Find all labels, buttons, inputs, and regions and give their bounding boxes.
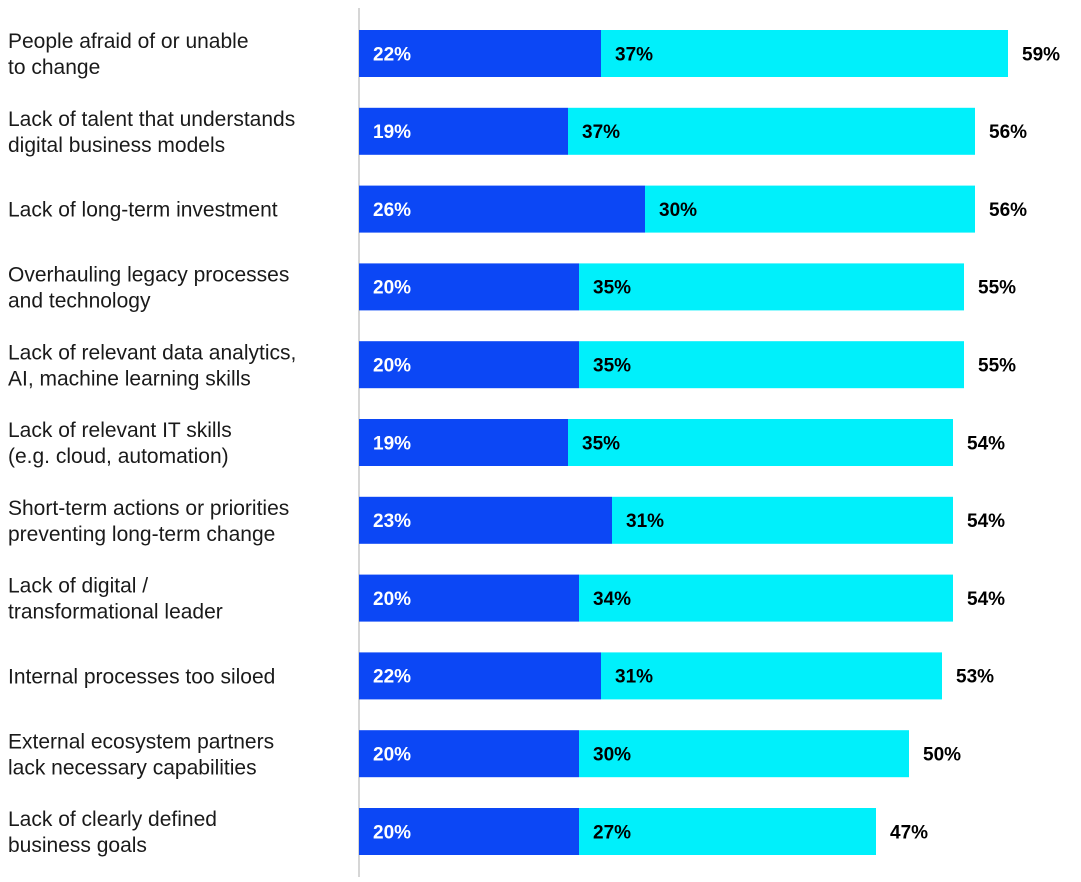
bar-segment-series-1	[359, 419, 568, 466]
segment-value-label-series-1: 20%	[373, 278, 411, 299]
category-label: and technology	[8, 289, 151, 312]
bar-segment-series-2	[579, 730, 909, 778]
segment-value-label-series-1: 22%	[373, 667, 411, 688]
total-value-label: 56%	[989, 200, 1027, 221]
category-label: Lack of talent that understands	[8, 108, 295, 131]
segment-value-label-series-1: 20%	[373, 589, 411, 610]
total-value-label: 53%	[956, 667, 994, 688]
bar-segment-series-1	[359, 341, 579, 389]
bar-segment-series-1	[359, 574, 579, 622]
bar-segment-series-2	[579, 574, 953, 622]
bar-segment-series-1	[359, 263, 579, 311]
category-label: digital business models	[8, 134, 225, 157]
category-label: Lack of relevant data analytics,	[8, 341, 296, 364]
bar-segment-series-1	[359, 652, 601, 700]
category-label: Lack of clearly defined	[8, 808, 217, 831]
category-label: Overhauling legacy processes	[8, 263, 289, 286]
total-value-label: 50%	[923, 745, 961, 766]
category-label: lack necessary capabilities	[8, 756, 257, 779]
bar-segment-series-2	[579, 341, 964, 389]
bar-segment-series-1	[359, 808, 579, 855]
category-label: Lack of long-term investment	[8, 199, 278, 222]
total-value-label: 55%	[978, 278, 1016, 299]
segment-value-label-series-1: 23%	[373, 511, 411, 532]
segment-value-label-series-1: 22%	[373, 44, 411, 65]
segment-value-label-series-2: 31%	[615, 667, 653, 688]
segment-value-label-series-1: 26%	[373, 200, 411, 221]
segment-value-label-series-2: 30%	[659, 200, 697, 221]
segment-value-label-series-2: 35%	[593, 278, 631, 299]
bar-segment-series-1	[359, 30, 601, 77]
segment-value-label-series-2: 34%	[593, 589, 631, 610]
category-label: (e.g. cloud, automation)	[8, 445, 229, 468]
category-label: to change	[8, 56, 100, 79]
segment-value-label-series-1: 20%	[373, 745, 411, 766]
bar-segment-series-1	[359, 730, 579, 778]
segment-value-label-series-1: 19%	[373, 433, 411, 454]
category-label: Short-term actions or priorities	[8, 497, 289, 520]
segment-value-label-series-2: 35%	[593, 356, 631, 377]
category-label: Lack of digital /	[8, 575, 148, 598]
total-value-label: 55%	[978, 356, 1016, 377]
category-label: business goals	[8, 834, 147, 857]
category-label: AI, machine learning skills	[8, 367, 251, 390]
segment-value-label-series-2: 30%	[593, 745, 631, 766]
bar-segment-series-2	[579, 808, 876, 855]
bar-segment-series-1	[359, 107, 568, 155]
category-label: Internal processes too siloed	[8, 665, 275, 688]
bar-segment-series-1	[359, 185, 645, 233]
bar-segment-series-2	[601, 652, 942, 700]
category-label: preventing long-term change	[8, 523, 275, 546]
category-label: Lack of relevant IT skills	[8, 419, 232, 442]
total-value-label: 54%	[967, 433, 1005, 454]
segment-value-label-series-2: 27%	[593, 822, 631, 843]
total-value-label: 54%	[967, 511, 1005, 532]
segment-value-label-series-2: 35%	[582, 433, 620, 454]
bar-segment-series-2	[568, 419, 953, 466]
bar-segment-series-2	[612, 496, 953, 544]
bar-segment-series-2	[568, 107, 975, 155]
total-value-label: 56%	[989, 122, 1027, 143]
segment-value-label-series-2: 37%	[615, 44, 653, 65]
bar-segment-series-2	[601, 30, 1008, 77]
total-value-label: 47%	[890, 822, 928, 843]
category-label: External ecosystem partners	[8, 730, 274, 753]
segment-value-label-series-1: 19%	[373, 122, 411, 143]
bar-segment-series-2	[579, 263, 964, 311]
bar-segment-series-2	[645, 185, 975, 233]
category-label: transformational leader	[8, 601, 223, 624]
segment-value-label-series-1: 20%	[373, 822, 411, 843]
segment-value-label-series-2: 31%	[626, 511, 664, 532]
total-value-label: 54%	[967, 589, 1005, 610]
segment-value-label-series-2: 37%	[582, 122, 620, 143]
category-label: People afraid of or unable	[8, 30, 249, 53]
segment-value-label-series-1: 20%	[373, 356, 411, 377]
bar-segment-series-1	[359, 496, 612, 544]
total-value-label: 59%	[1022, 44, 1060, 65]
